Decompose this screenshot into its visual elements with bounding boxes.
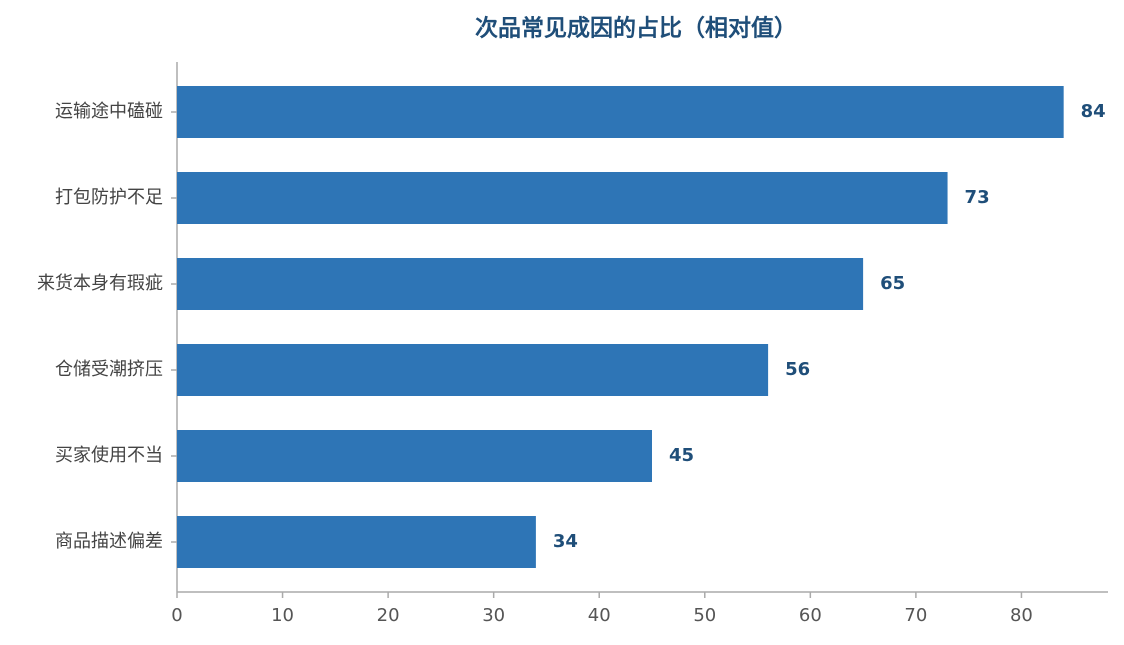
x-tick-label: 20 — [377, 605, 400, 626]
chart-title: 次品常见成因的占比（相对值） — [475, 15, 797, 42]
x-tick-label: 10 — [271, 605, 294, 626]
value-label: 45 — [669, 445, 694, 466]
x-tick-label: 0 — [171, 605, 182, 626]
value-label: 65 — [880, 273, 905, 294]
x-tick-label: 50 — [693, 605, 716, 626]
x-tick-label: 40 — [588, 605, 611, 626]
value-label: 34 — [553, 531, 578, 552]
y-tick-label: 买家使用不当 — [55, 445, 163, 466]
value-label: 56 — [785, 359, 810, 380]
x-tick-label: 60 — [799, 605, 822, 626]
y-tick-label: 商品描述偏差 — [55, 531, 163, 552]
y-tick-label: 仓储受潮挤压 — [55, 359, 163, 380]
x-tick-label: 70 — [904, 605, 927, 626]
bar — [177, 516, 536, 568]
x-tick-label: 30 — [482, 605, 505, 626]
bar — [177, 430, 652, 482]
bar — [177, 172, 948, 224]
bar — [177, 344, 769, 396]
y-tick-label: 来货本身有瑕疵 — [37, 273, 163, 294]
y-tick-label: 运输途中磕碰 — [55, 101, 163, 122]
value-label: 84 — [1081, 101, 1106, 122]
y-tick-label: 打包防护不足 — [55, 187, 163, 208]
bar — [177, 258, 864, 310]
x-tick-label: 80 — [1010, 605, 1033, 626]
value-label: 73 — [965, 187, 990, 208]
bar — [177, 86, 1064, 138]
